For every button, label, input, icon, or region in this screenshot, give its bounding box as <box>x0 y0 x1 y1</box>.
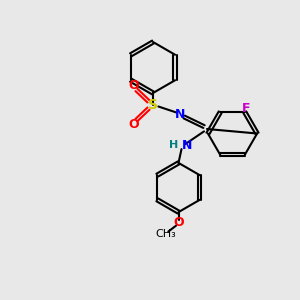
Text: O: O <box>173 216 184 229</box>
Text: S: S <box>148 98 158 112</box>
Text: H: H <box>169 140 178 151</box>
Text: F: F <box>242 102 250 115</box>
Text: N: N <box>175 107 185 121</box>
Text: CH₃: CH₃ <box>155 229 176 239</box>
Text: O: O <box>129 79 140 92</box>
Text: O: O <box>129 118 140 131</box>
Text: N: N <box>182 139 192 152</box>
